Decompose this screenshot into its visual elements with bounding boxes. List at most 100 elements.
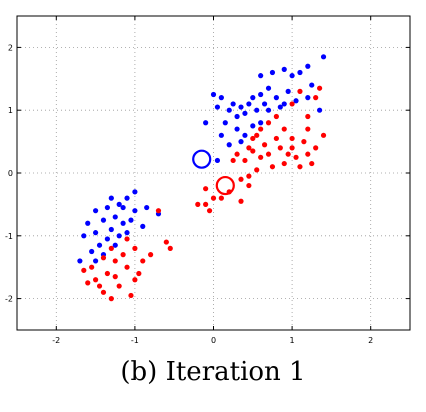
red-data-point bbox=[210, 195, 217, 201]
blue-data-point bbox=[293, 98, 299, 104]
red-data-point bbox=[265, 120, 272, 126]
blue-data-point bbox=[85, 220, 91, 226]
blue-data-point bbox=[222, 120, 228, 126]
red-data-point bbox=[305, 151, 311, 157]
red-data-point bbox=[108, 296, 114, 302]
y-tick-label: 2 bbox=[8, 43, 13, 52]
red-data-point bbox=[155, 208, 162, 214]
blue-data-point bbox=[305, 95, 311, 101]
blue-data-point bbox=[132, 189, 138, 195]
red-data-point bbox=[100, 289, 107, 295]
red-data-point bbox=[218, 195, 224, 201]
blue-data-point bbox=[96, 242, 103, 248]
blue-data-point bbox=[144, 204, 150, 211]
red-data-point bbox=[246, 145, 252, 151]
data-points bbox=[77, 54, 327, 302]
red-data-point bbox=[289, 135, 295, 142]
red-data-point bbox=[112, 274, 118, 280]
red-data-point bbox=[93, 277, 99, 283]
red-data-point bbox=[230, 157, 236, 164]
blue-data-point bbox=[93, 258, 99, 264]
red-data-point bbox=[313, 95, 319, 101]
red-data-point bbox=[238, 176, 244, 182]
red-data-point bbox=[203, 186, 209, 192]
red-data-point bbox=[285, 151, 291, 157]
blue-data-point bbox=[277, 104, 283, 110]
x-tick-label: 2 bbox=[368, 336, 373, 345]
red-data-point bbox=[100, 255, 107, 261]
y-tick-label: -1 bbox=[5, 232, 13, 241]
red-data-point bbox=[148, 252, 154, 258]
red-data-point bbox=[320, 132, 327, 138]
blue-centroid-marker bbox=[192, 149, 212, 169]
red-data-point bbox=[206, 208, 213, 214]
blue-data-point bbox=[258, 91, 264, 98]
blue-data-point bbox=[238, 139, 244, 145]
blue-data-point bbox=[261, 101, 268, 107]
blue-data-point bbox=[108, 195, 114, 201]
red-data-point bbox=[258, 126, 264, 132]
blue-data-point bbox=[210, 91, 217, 98]
red-data-point bbox=[104, 270, 110, 277]
x-tick-label: -2 bbox=[52, 336, 60, 345]
blue-data-point bbox=[246, 101, 252, 107]
red-data-point bbox=[281, 160, 287, 167]
red-data-point bbox=[261, 142, 268, 148]
blue-data-point bbox=[289, 73, 295, 79]
red-centroid-marker bbox=[215, 175, 235, 196]
grid bbox=[17, 16, 410, 330]
red-data-point bbox=[297, 164, 303, 170]
blue-data-point bbox=[140, 223, 146, 229]
red-data-point bbox=[81, 267, 87, 273]
red-data-point bbox=[163, 239, 169, 245]
blue-data-point bbox=[254, 107, 260, 113]
red-data-point bbox=[258, 154, 264, 160]
blue-data-point bbox=[234, 113, 240, 120]
red-data-point bbox=[317, 85, 323, 91]
red-data-point bbox=[289, 101, 295, 107]
blue-data-point bbox=[120, 204, 126, 211]
centroids bbox=[192, 149, 235, 196]
red-data-point bbox=[301, 139, 307, 145]
blue-data-point bbox=[120, 220, 126, 226]
red-data-point bbox=[273, 113, 279, 120]
blue-data-point bbox=[124, 195, 130, 201]
blue-data-point bbox=[132, 208, 138, 214]
blue-data-point bbox=[112, 242, 118, 248]
blue-data-point bbox=[77, 258, 83, 264]
blue-data-point bbox=[281, 101, 287, 107]
red-data-point bbox=[293, 154, 299, 160]
blue-data-point bbox=[242, 132, 248, 138]
red-data-point bbox=[140, 258, 146, 264]
red-data-point bbox=[289, 145, 295, 151]
red-data-point bbox=[120, 252, 126, 258]
red-data-point bbox=[203, 201, 209, 207]
blue-data-point bbox=[285, 88, 291, 94]
blue-data-point bbox=[214, 157, 221, 164]
blue-data-point bbox=[104, 204, 110, 211]
blue-data-point bbox=[250, 95, 256, 101]
red-data-point bbox=[281, 126, 287, 132]
red-data-point bbox=[132, 277, 138, 283]
blue-data-point bbox=[226, 142, 232, 148]
red-data-point bbox=[238, 198, 244, 204]
blue-data-point bbox=[258, 120, 264, 126]
blue-data-point bbox=[234, 126, 240, 132]
y-tick-label: -2 bbox=[5, 295, 13, 304]
blue-data-point bbox=[309, 82, 315, 88]
red-data-point bbox=[132, 245, 138, 251]
blue-data-point bbox=[116, 201, 122, 207]
red-data-point bbox=[89, 264, 95, 270]
blue-data-point bbox=[81, 233, 87, 239]
blue-data-point bbox=[112, 214, 118, 220]
figure-caption: (b) Iteration 1 bbox=[120, 357, 306, 387]
blue-data-point bbox=[258, 73, 264, 79]
blue-data-point bbox=[265, 107, 272, 113]
red-data-point bbox=[254, 132, 260, 138]
blue-data-point bbox=[93, 208, 99, 214]
red-data-point bbox=[269, 164, 276, 170]
blue-data-point bbox=[89, 248, 95, 255]
blue-data-point bbox=[128, 217, 134, 223]
red-data-point bbox=[265, 151, 272, 157]
blue-data-point bbox=[269, 69, 276, 76]
